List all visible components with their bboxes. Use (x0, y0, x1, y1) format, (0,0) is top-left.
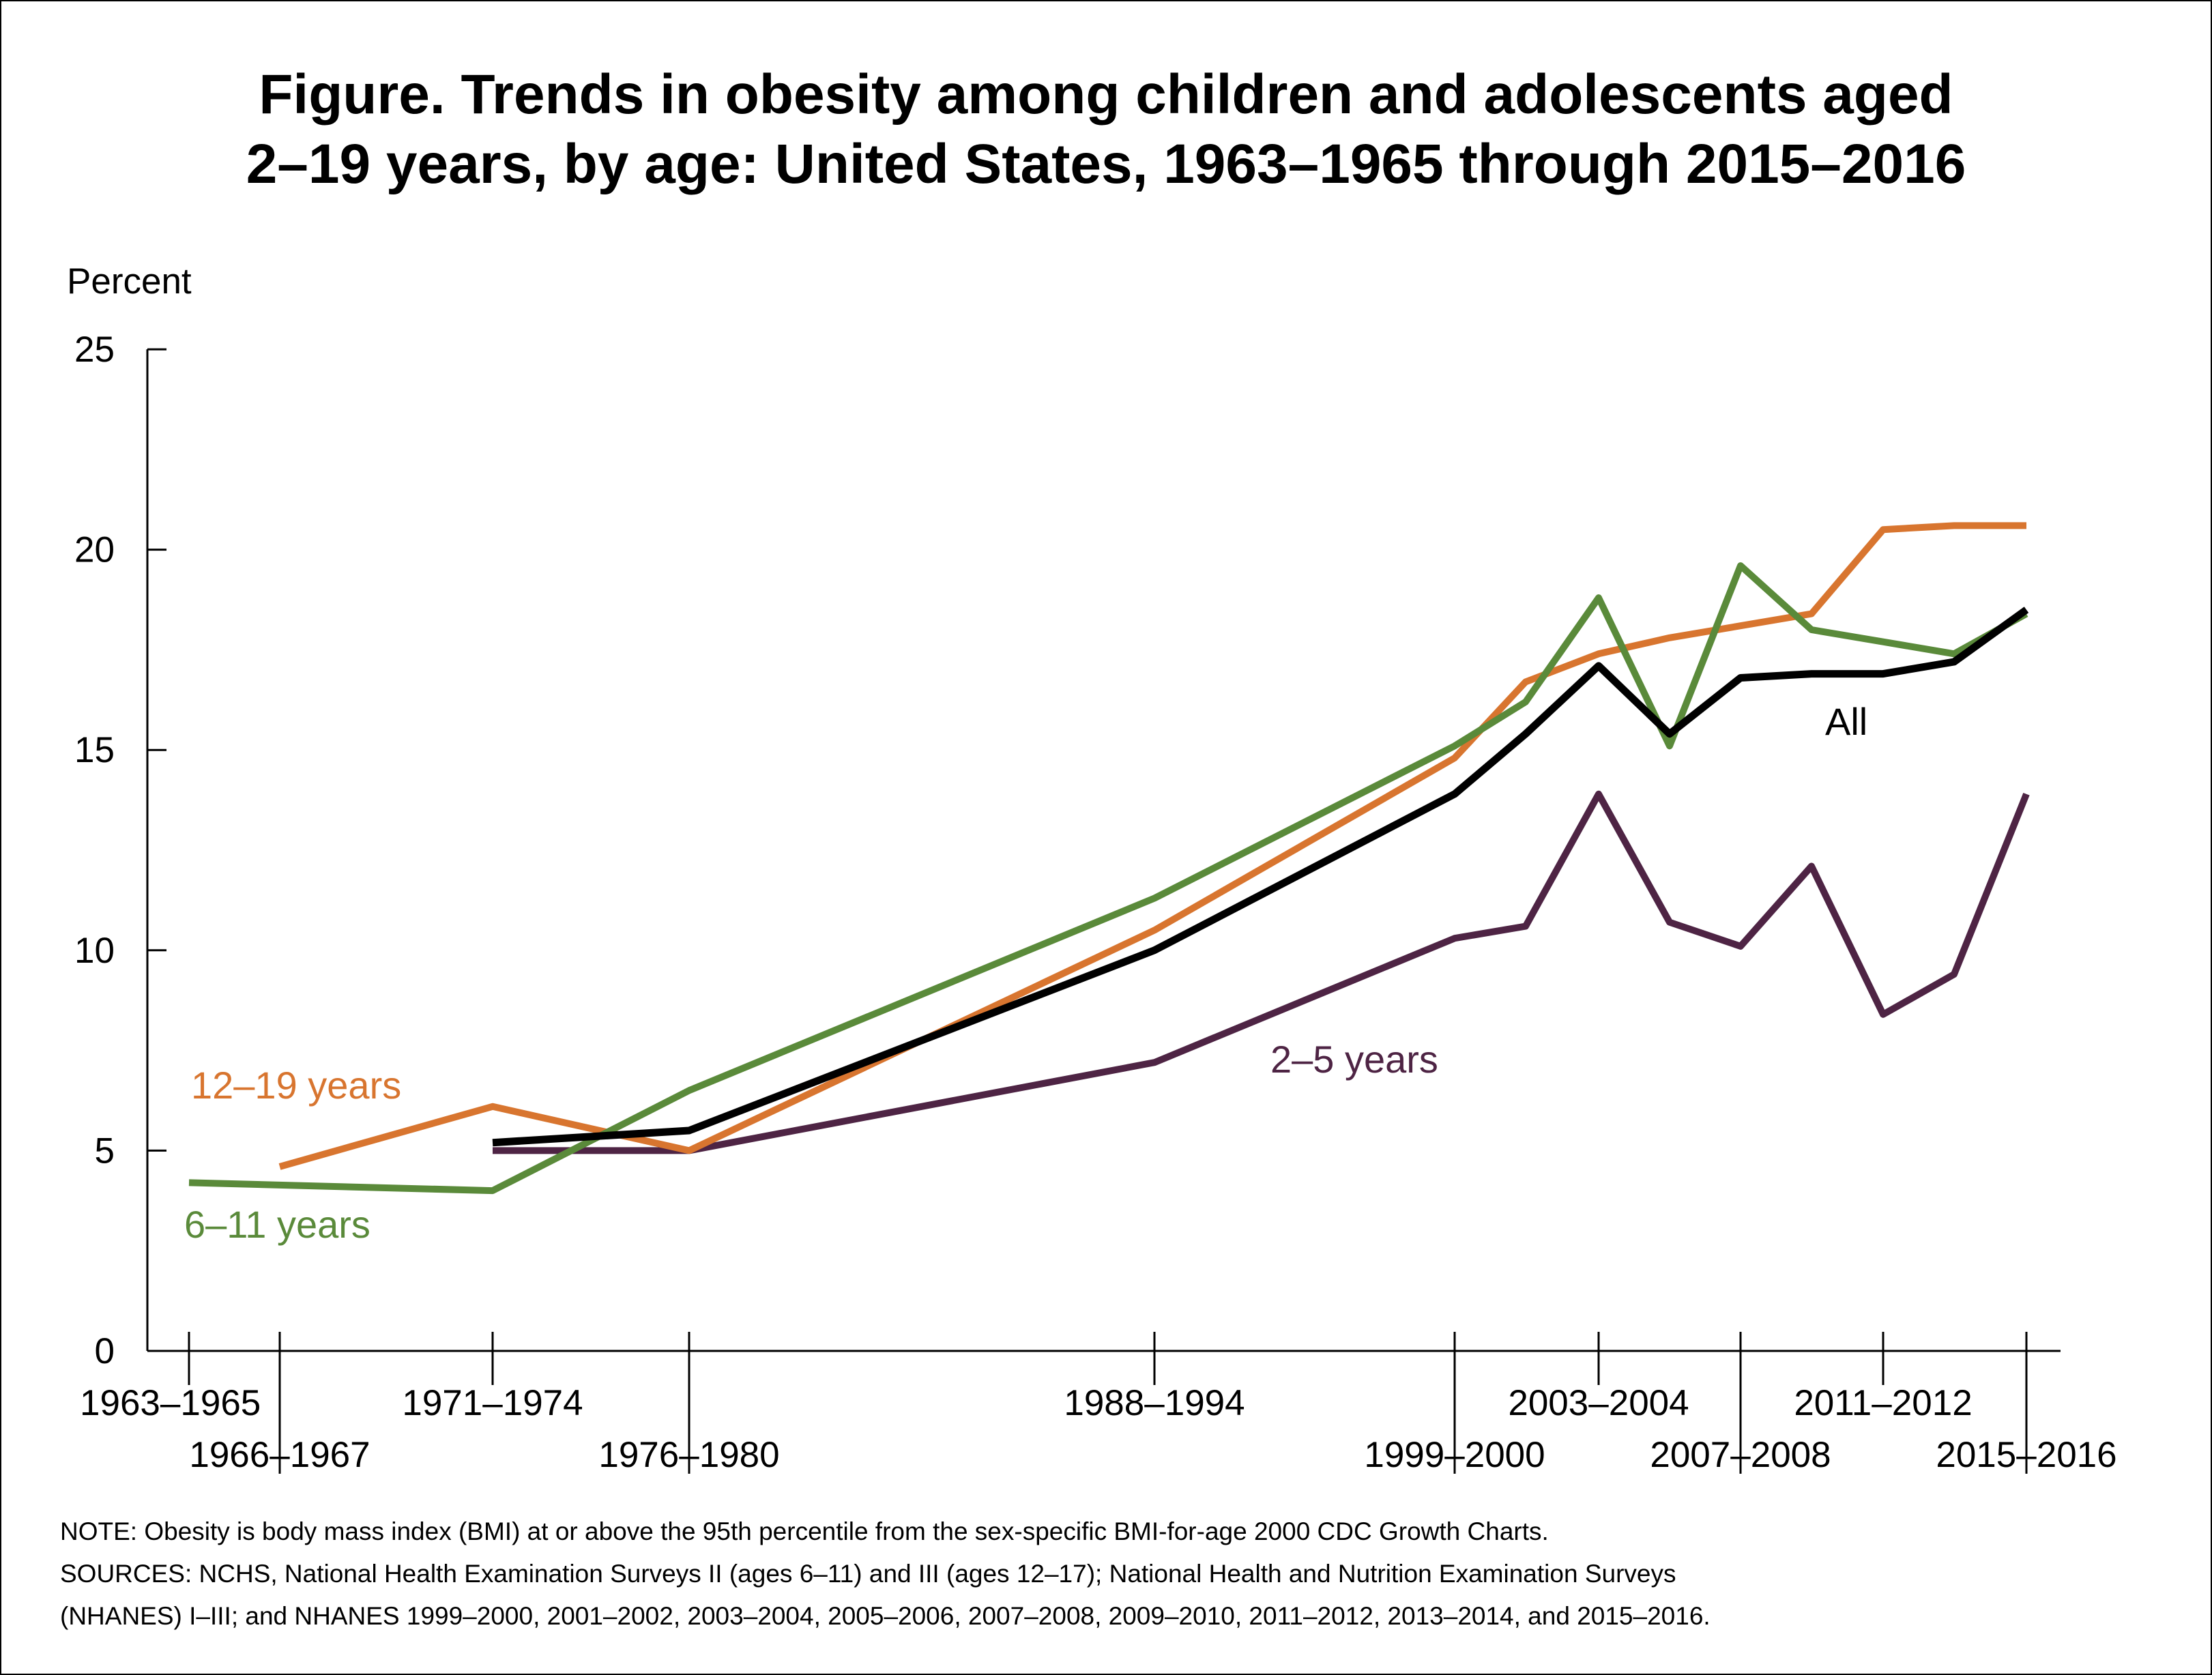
series-labels: 12–19 years 6–11 years All 2–5 years (184, 700, 1867, 1246)
series-label-12-19: 12–19 years (191, 1064, 401, 1107)
x-tick-label: 1976–1980 (598, 1435, 779, 1475)
axes: 0 5 10 15 20 25 1963–1965 1966–1967 1971–1974 197… (74, 330, 2117, 1475)
x-tick-label: 1966–1967 (189, 1435, 370, 1475)
x-tick-label: 2003–2004 (1508, 1383, 1689, 1423)
sources-line-2: (NHANES) I–III; and NHANES 1999–2000, 20… (60, 1602, 1711, 1630)
x-tick-label: 2007–2008 (1650, 1435, 1831, 1475)
y-tick-label: 10 (74, 931, 115, 971)
title-line-1: Figure. Trends in obesity among children… (259, 63, 1953, 126)
x-tick-label: 2011–2012 (1794, 1383, 1972, 1423)
x-tick-label: 1999–2000 (1364, 1435, 1545, 1475)
series-line-2-5-years (493, 790, 2030, 1154)
y-axis-label: Percent (67, 261, 192, 302)
x-tick-label: 1988–1994 (1064, 1383, 1245, 1423)
notes: NOTE: Obesity is body mass index (BMI) a… (60, 1511, 2189, 1637)
x-tick-label: 2015–2016 (1936, 1435, 2116, 1475)
series-lines (188, 522, 2030, 1195)
chart-title: Figure. Trends in obesity among children… (1, 60, 2211, 199)
y-tick-label: 5 (95, 1131, 115, 1171)
x-tick-label: 1971–1974 (402, 1383, 583, 1423)
sources-line-1: SOURCES: NCHS, National Health Examinati… (60, 1560, 1676, 1588)
x-tick-label: 1963–1965 (80, 1383, 261, 1423)
series-line-12-19-years (278, 522, 2026, 1170)
series-label-all: All (1825, 700, 1867, 743)
series-label-2-5: 2–5 years (1270, 1038, 1438, 1081)
y-tick-label: 25 (74, 330, 115, 370)
series-line-6-11-years (188, 562, 2028, 1195)
series-line-all (492, 607, 2029, 1147)
y-tick-label: 0 (95, 1331, 115, 1371)
series-label-6-11: 6–11 years (184, 1203, 370, 1246)
title-line-2: 2–19 years, by age: United States, 1963–… (246, 133, 1966, 195)
note-line-1: NOTE: Obesity is body mass index (BMI) a… (60, 1517, 1549, 1545)
y-tick-label: 15 (74, 730, 115, 770)
y-tick-label: 20 (74, 530, 115, 570)
